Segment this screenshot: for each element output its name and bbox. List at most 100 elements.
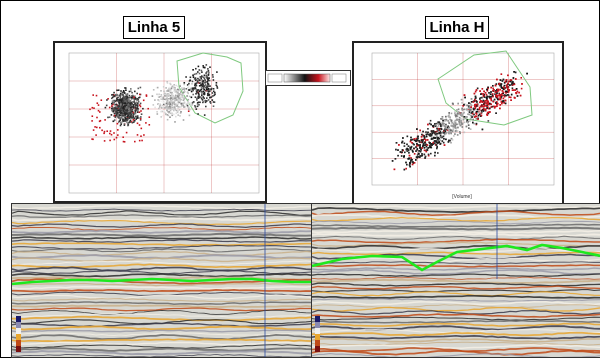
- scatter-point: [426, 139, 429, 141]
- scatter-point: [418, 144, 421, 147]
- scatter-point: [159, 104, 161, 107]
- scatter-point: [126, 109, 128, 111]
- scatter-point: [480, 109, 483, 112]
- seismic-reflector: [12, 272, 312, 278]
- scatter-point: [113, 95, 116, 97]
- scatter-point: [195, 90, 198, 93]
- scatter-point: [122, 114, 125, 117]
- scatter-point: [395, 148, 397, 151]
- scatter-point: [481, 105, 484, 108]
- scatter-point: [157, 99, 159, 101]
- seismic-reflector: [12, 219, 312, 226]
- scatter-point: [417, 144, 419, 146]
- scatter-point: [99, 111, 101, 113]
- seismic-reflector: [312, 331, 600, 337]
- scatter-point: [130, 106, 133, 109]
- scatter-point: [183, 93, 186, 95]
- scatter-point: [114, 107, 117, 110]
- scatter-point: [460, 98, 463, 101]
- scatter-point: [452, 128, 455, 131]
- scatter-point: [169, 97, 172, 100]
- scatter-point: [188, 85, 190, 87]
- scatter-point: [131, 94, 134, 97]
- scatter-point: [420, 136, 423, 138]
- scatter-point: [163, 90, 165, 93]
- scatter-point: [121, 116, 124, 118]
- scatter-point: [175, 95, 177, 97]
- scatter-point: [415, 159, 417, 161]
- scatter-point: [117, 101, 120, 103]
- seismic-reflector: [312, 337, 600, 343]
- scatter-point: [430, 134, 433, 137]
- scatter-point: [196, 81, 199, 84]
- scatter-point: [112, 96, 114, 99]
- scatter-point: [192, 89, 194, 91]
- right-panel-title: Linha H: [425, 16, 489, 39]
- scatter-point: [467, 107, 470, 109]
- scatter-point: [413, 153, 416, 155]
- scatter-point: [111, 103, 113, 105]
- scatter-point: [474, 104, 476, 106]
- scatter-point: [203, 82, 205, 84]
- scatter-point: [109, 139, 111, 142]
- scatter-point: [498, 83, 500, 85]
- scatter-point: [433, 140, 436, 143]
- scatter-point: [415, 140, 417, 143]
- scatter-point: [462, 112, 464, 115]
- scatter-point: [152, 104, 155, 106]
- scatter-point: [188, 82, 190, 85]
- scatter-point: [505, 79, 508, 81]
- scatter-point: [482, 99, 485, 102]
- scatter-point: [175, 99, 178, 101]
- scatter-point: [404, 151, 406, 154]
- scatter-point: [411, 149, 414, 152]
- scatter-point: [121, 98, 123, 101]
- scatter-point: [445, 128, 447, 131]
- seismic-reflector: [312, 294, 600, 299]
- scatter-point: [122, 110, 125, 113]
- scatter-point: [202, 101, 204, 104]
- scatter-point: [117, 134, 119, 136]
- scatter-point: [160, 107, 163, 109]
- scatter-point: [139, 102, 142, 105]
- scatter-point: [492, 85, 494, 87]
- seismic-reflector: [312, 261, 600, 265]
- scatter-point: [136, 92, 138, 95]
- scatter-point: [201, 94, 203, 96]
- scatter-point: [482, 110, 485, 112]
- scatter-point: [182, 93, 184, 96]
- scatter-point: [113, 132, 115, 134]
- scatter-point: [462, 118, 465, 121]
- scatter-point: [479, 97, 482, 99]
- scatter-point: [186, 103, 189, 105]
- scatter-point: [470, 108, 472, 110]
- right-seismic-section: [311, 203, 600, 358]
- scatter-point: [409, 146, 411, 149]
- scatter-point: [125, 118, 128, 120]
- scatter-point: [175, 84, 177, 87]
- scatter-point: [500, 96, 502, 99]
- scatter-point: [169, 100, 171, 102]
- right-seismic-canvas: [312, 204, 600, 357]
- scatter-point: [196, 102, 199, 104]
- scatter-point: [103, 130, 106, 133]
- scatter-point: [409, 165, 411, 168]
- scatter-point: [456, 118, 459, 121]
- scatter-point: [137, 104, 139, 106]
- seismic-reflector: [12, 315, 312, 322]
- scatter-point: [506, 85, 508, 88]
- scatter-point: [129, 114, 132, 117]
- scatter-point: [124, 97, 127, 100]
- scatter-point: [183, 87, 185, 90]
- scatter-point: [519, 94, 522, 97]
- scatter-point: [454, 110, 456, 113]
- scatter-point: [473, 113, 475, 116]
- scatter-point: [197, 65, 200, 68]
- scatter-point: [486, 90, 489, 92]
- scatter-point: [131, 109, 134, 111]
- scatter-point: [168, 87, 170, 90]
- scatter-point: [416, 156, 418, 159]
- color-scale-icon: [267, 73, 347, 83]
- scatter-point: [406, 143, 408, 146]
- scatter-point: [515, 78, 517, 80]
